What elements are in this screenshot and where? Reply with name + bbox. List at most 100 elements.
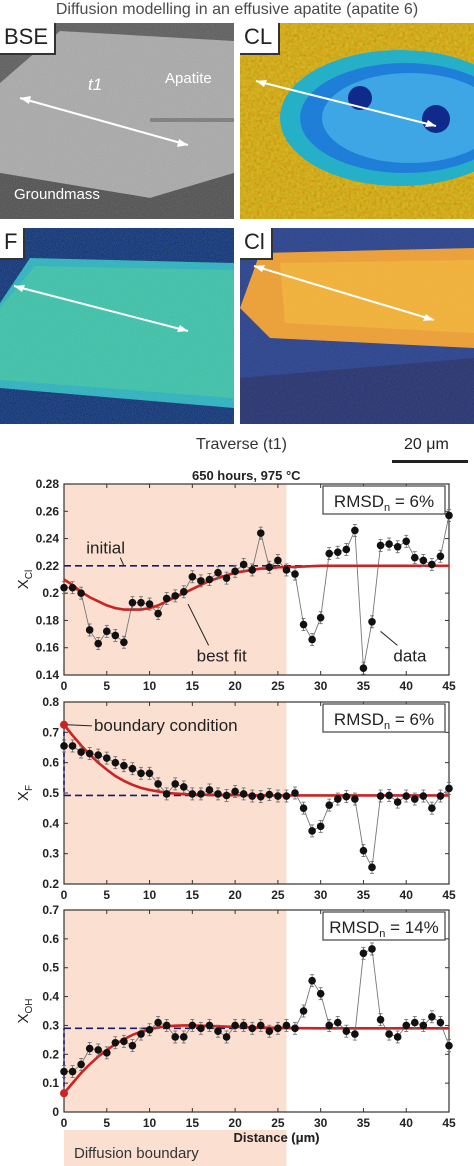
annotation-initial: initial xyxy=(86,539,125,558)
rmsd-text-1: RMSDn = 6% xyxy=(334,492,434,514)
data-point xyxy=(137,598,145,607)
data-point xyxy=(282,1021,291,1030)
y-tick-label: 0.3 xyxy=(42,1018,59,1032)
y-tick-label: 0.5 xyxy=(42,961,59,975)
cl-label: CL xyxy=(240,23,281,55)
annotation-boundary-condition: boundary condition xyxy=(94,716,238,735)
data-point xyxy=(205,1021,214,1030)
data-point xyxy=(171,1033,180,1041)
x-tick-label: 0 xyxy=(61,1116,68,1130)
data-point xyxy=(359,846,368,855)
x-tick-label: 0 xyxy=(61,679,68,693)
x-tick-label: 25 xyxy=(271,679,285,693)
data-point xyxy=(239,560,248,569)
x-tick-label: 35 xyxy=(357,1116,371,1130)
data-point xyxy=(111,758,120,767)
x-axis-label-over: Distance (μm) xyxy=(234,1130,320,1145)
cl-image-panel: CL xyxy=(240,23,474,219)
traverse-label: Traverse (t1) xyxy=(196,436,287,453)
y-tick-label: 0.16 xyxy=(36,641,60,655)
chart-subtitle: 650 hours, 975 °C xyxy=(192,468,301,483)
data-point xyxy=(368,945,376,953)
data-point xyxy=(342,792,351,801)
data-point xyxy=(368,863,376,872)
data-point xyxy=(120,638,128,647)
y-axis-label-1: XCl xyxy=(15,570,35,589)
data-point xyxy=(299,1007,308,1015)
data-point xyxy=(85,626,94,634)
x-tick-label: 30 xyxy=(314,888,328,902)
data-point xyxy=(68,1067,77,1076)
data-point xyxy=(214,790,222,798)
x-tick-label: 45 xyxy=(442,1116,456,1130)
data-point xyxy=(222,1033,231,1041)
data-point xyxy=(137,769,145,778)
data-point xyxy=(162,594,171,603)
data-point xyxy=(197,577,205,585)
data-point xyxy=(410,1018,419,1027)
x-tick-label: 5 xyxy=(103,1116,110,1130)
y-tick-label: 0.6 xyxy=(42,756,59,770)
y-tick-label: 0.18 xyxy=(36,613,60,627)
data-point xyxy=(231,1021,239,1030)
x-tick-label: 10 xyxy=(143,888,157,902)
data-point xyxy=(282,566,291,574)
data-point xyxy=(248,792,257,800)
data-point xyxy=(111,1038,120,1047)
data-point xyxy=(393,542,402,551)
y-tick-label: 0.5 xyxy=(42,786,59,800)
y-tick-label: 0.1 xyxy=(42,1076,59,1090)
data-point xyxy=(333,795,342,803)
data-point xyxy=(291,570,299,578)
data-point xyxy=(291,789,299,797)
data-point xyxy=(231,567,239,576)
data-point xyxy=(402,792,411,800)
data-point xyxy=(325,801,334,809)
data-point xyxy=(342,1027,351,1035)
data-point xyxy=(428,804,436,812)
boundary-point-3 xyxy=(60,1089,68,1098)
cl-element-image xyxy=(240,228,474,424)
data-point xyxy=(111,631,120,640)
y-tick-label: 0.4 xyxy=(42,816,59,830)
data-point xyxy=(368,617,376,626)
x-tick-label: 10 xyxy=(143,679,157,693)
data-point xyxy=(419,792,428,800)
data-point xyxy=(419,556,428,565)
data-point xyxy=(239,790,248,798)
data-point xyxy=(308,827,316,835)
data-point xyxy=(68,583,77,592)
data-point xyxy=(308,635,316,644)
data-point xyxy=(60,583,68,592)
data-point xyxy=(316,989,325,998)
data-point xyxy=(94,751,103,759)
data-point xyxy=(291,1024,299,1033)
x-tick-label: 25 xyxy=(271,1116,285,1130)
bse-image-panel: BSE t1 Apatite Groundmass xyxy=(0,23,234,219)
data-point xyxy=(385,791,393,800)
data-point xyxy=(231,787,239,796)
data-point xyxy=(222,791,231,800)
data-point xyxy=(128,764,137,773)
annotation-data: data xyxy=(393,646,427,665)
data-point xyxy=(419,1021,428,1030)
data-point xyxy=(385,1030,393,1038)
x-tick-label: 25 xyxy=(271,888,285,902)
data-point xyxy=(77,748,85,756)
data-point xyxy=(316,822,325,831)
annotation-pointer xyxy=(67,724,92,727)
data-point xyxy=(239,1021,248,1030)
x-tick-label: 20 xyxy=(228,679,242,693)
data-point xyxy=(299,620,308,629)
data-point xyxy=(179,1033,188,1041)
f-image xyxy=(0,228,234,424)
data-point xyxy=(351,795,359,803)
data-point xyxy=(154,780,162,788)
cl-image xyxy=(240,23,474,219)
data-point xyxy=(248,566,257,574)
data-point xyxy=(325,1021,334,1030)
data-point xyxy=(256,529,265,537)
x-tick-label: 0 xyxy=(61,888,68,902)
x-tick-label: 15 xyxy=(186,888,200,902)
y-tick-label: 0.2 xyxy=(42,877,59,891)
